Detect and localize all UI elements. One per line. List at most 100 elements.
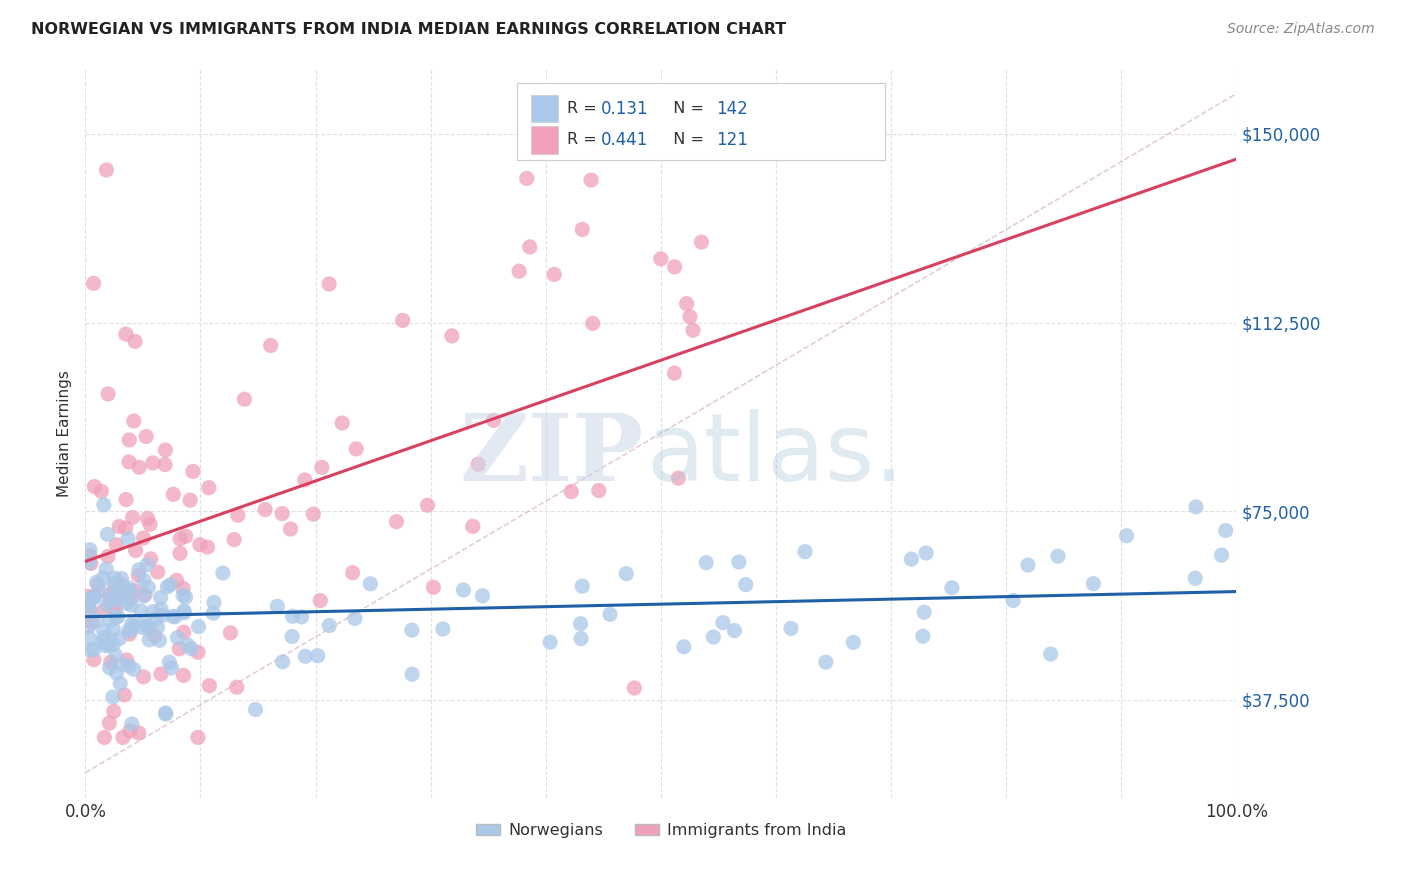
FancyBboxPatch shape	[531, 126, 558, 153]
Point	[93, 498, 115, 512]
Point	[135, 429, 157, 443]
Point	[177, 638, 200, 652]
Point	[571, 579, 593, 593]
FancyBboxPatch shape	[517, 83, 886, 160]
Point	[98, 638, 121, 652]
Point	[471, 589, 494, 603]
Point	[1017, 558, 1039, 573]
Point	[794, 544, 817, 558]
Point	[174, 529, 197, 543]
Text: R =: R =	[567, 133, 602, 147]
Point	[198, 679, 221, 693]
Point	[166, 574, 188, 588]
Point	[114, 521, 136, 535]
Point	[152, 608, 174, 623]
Text: 0.441: 0.441	[600, 131, 648, 149]
Point	[118, 433, 141, 447]
Point	[623, 681, 645, 695]
Point	[80, 557, 103, 571]
Point	[115, 327, 138, 342]
Point	[280, 522, 302, 536]
Point	[124, 543, 146, 558]
Point	[440, 329, 463, 343]
Text: N =: N =	[664, 101, 710, 116]
Point	[150, 667, 173, 681]
Point	[139, 517, 162, 532]
Point	[98, 661, 121, 675]
Text: 142: 142	[716, 100, 748, 118]
Point	[233, 392, 256, 407]
Point	[98, 716, 121, 731]
Point	[508, 264, 530, 278]
Point	[111, 731, 134, 745]
Point	[120, 584, 142, 599]
Point	[307, 648, 329, 663]
Point	[173, 604, 195, 618]
Point	[159, 577, 181, 591]
Point	[588, 483, 610, 498]
Point	[146, 620, 169, 634]
Point	[780, 621, 803, 635]
Point	[77, 631, 100, 645]
Point	[129, 604, 152, 618]
Point	[83, 642, 105, 657]
Point	[94, 562, 117, 576]
Point	[173, 606, 195, 620]
Point	[416, 498, 439, 512]
Point	[136, 580, 159, 594]
Point	[569, 632, 592, 646]
Point	[97, 387, 120, 401]
Point	[138, 632, 160, 647]
Point	[93, 604, 115, 618]
Point	[90, 484, 112, 499]
Point	[162, 609, 184, 624]
Point	[271, 655, 294, 669]
Point	[82, 591, 104, 605]
Point	[181, 465, 204, 479]
Point	[172, 582, 194, 596]
Point	[124, 334, 146, 349]
Point	[173, 668, 195, 682]
Point	[155, 706, 177, 721]
Point	[87, 578, 110, 592]
Point	[202, 595, 225, 609]
Point	[91, 635, 114, 649]
Point	[163, 610, 186, 624]
Point	[117, 532, 139, 546]
Point	[254, 502, 277, 516]
Point	[108, 632, 131, 646]
Point	[96, 163, 118, 178]
Point	[226, 508, 249, 523]
Point	[1039, 647, 1062, 661]
Point	[169, 546, 191, 560]
Point	[105, 538, 128, 552]
Point	[128, 726, 150, 740]
Point	[711, 615, 734, 630]
Point	[422, 580, 444, 594]
Point	[124, 583, 146, 598]
Point	[682, 323, 704, 337]
Point	[105, 585, 128, 599]
Point	[117, 624, 139, 638]
Point	[1184, 571, 1206, 585]
Point	[155, 443, 177, 458]
Point	[342, 566, 364, 580]
Point	[166, 631, 188, 645]
Point	[104, 582, 127, 596]
Point	[136, 511, 159, 525]
Point	[219, 626, 242, 640]
Point	[461, 519, 484, 533]
Point	[179, 493, 201, 508]
Point	[79, 542, 101, 557]
Point	[115, 596, 138, 610]
Point	[115, 653, 138, 667]
Point	[294, 473, 316, 487]
Point	[290, 609, 312, 624]
Point	[98, 594, 121, 608]
Point	[385, 515, 408, 529]
Point	[912, 605, 935, 619]
Text: Source: ZipAtlas.com: Source: ZipAtlas.com	[1227, 22, 1375, 37]
Point	[664, 260, 686, 274]
Point	[127, 568, 149, 582]
Point	[202, 606, 225, 620]
